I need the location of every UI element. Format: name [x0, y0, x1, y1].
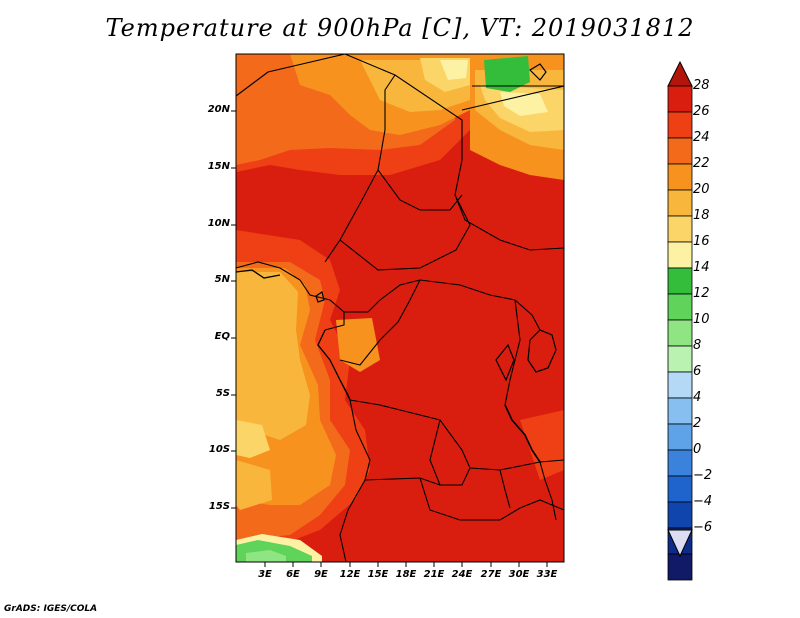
colorbar-label: 24 — [693, 130, 710, 145]
colorbar-label: 2 — [693, 416, 702, 431]
axis-ticks — [231, 110, 548, 567]
colorbar-box — [667, 345, 693, 373]
lon-label-24e: 24E — [451, 569, 473, 580]
temperature-field — [236, 54, 564, 562]
lat-label-20n: 20N — [207, 104, 230, 115]
colorbar-label: −2 — [693, 468, 713, 483]
colorbar-label: −6 — [693, 520, 713, 535]
lat-label-10n: 10N — [207, 218, 230, 229]
colorbar-box — [667, 215, 693, 243]
colorbar-label: 22 — [693, 156, 710, 171]
lon-label-27e: 27E — [480, 569, 502, 580]
grads-credit: GrADS: IGES/COLA — [4, 604, 98, 614]
colorbar-upper-arrow — [667, 60, 693, 87]
colorbar-box — [667, 111, 693, 139]
lon-label-30e: 30E — [508, 569, 530, 580]
colorbar-label: 28 — [693, 78, 710, 93]
colorbar-box — [667, 267, 693, 295]
colorbar-box — [667, 319, 693, 347]
colorbar-label: 12 — [693, 286, 710, 301]
colorbar-label: 6 — [693, 364, 702, 379]
lat-label-eq: EQ — [214, 331, 230, 342]
colorbar-label: 16 — [693, 234, 710, 249]
map-frame — [235, 53, 565, 563]
colorbar-label: 8 — [693, 338, 702, 353]
lat-label-5s: 5S — [215, 388, 230, 399]
lon-label-9e: 9E — [314, 569, 328, 580]
colorbar-box — [667, 137, 693, 165]
map-title: Temperature at 900hPa [C], VT: 201903181… — [105, 14, 695, 42]
lon-label-15e: 15E — [367, 569, 389, 580]
colorbar-label: 14 — [693, 260, 710, 275]
lon-label-6e: 6E — [286, 569, 300, 580]
lon-label-21e: 21E — [423, 569, 445, 580]
colorbar-box — [667, 423, 693, 451]
colorbar-box — [667, 501, 693, 529]
colorbar-label: 20 — [693, 182, 710, 197]
colorbar-lower-arrow — [667, 529, 693, 558]
lat-label-5n: 5N — [214, 274, 230, 285]
colorbar-label: 26 — [693, 104, 710, 119]
colorbar — [667, 60, 693, 581]
colorbar-label: 0 — [693, 442, 702, 457]
colorbar-box — [667, 449, 693, 477]
lon-label-12e: 12E — [339, 569, 361, 580]
colorbar-box — [667, 553, 693, 581]
colorbar-box — [667, 293, 693, 321]
lon-label-3e: 3E — [258, 569, 272, 580]
colorbar-label: 10 — [693, 312, 710, 327]
colorbar-box — [667, 85, 693, 113]
colorbar-box — [667, 189, 693, 217]
lon-label-33e: 33E — [536, 569, 558, 580]
lon-label-18e: 18E — [395, 569, 417, 580]
lat-label-10s: 10S — [208, 444, 230, 455]
lat-label-15s: 15S — [208, 501, 230, 512]
lat-label-15n: 15N — [207, 161, 230, 172]
colorbar-boxes — [667, 85, 693, 581]
colorbar-box — [667, 475, 693, 503]
country-borders — [236, 54, 564, 562]
colorbar-box — [667, 241, 693, 269]
colorbar-box — [667, 163, 693, 191]
colorbar-box — [667, 371, 693, 399]
colorbar-label: 4 — [693, 390, 702, 405]
colorbar-box — [667, 397, 693, 425]
colorbar-label: 18 — [693, 208, 710, 223]
colorbar-label: −4 — [693, 494, 713, 509]
